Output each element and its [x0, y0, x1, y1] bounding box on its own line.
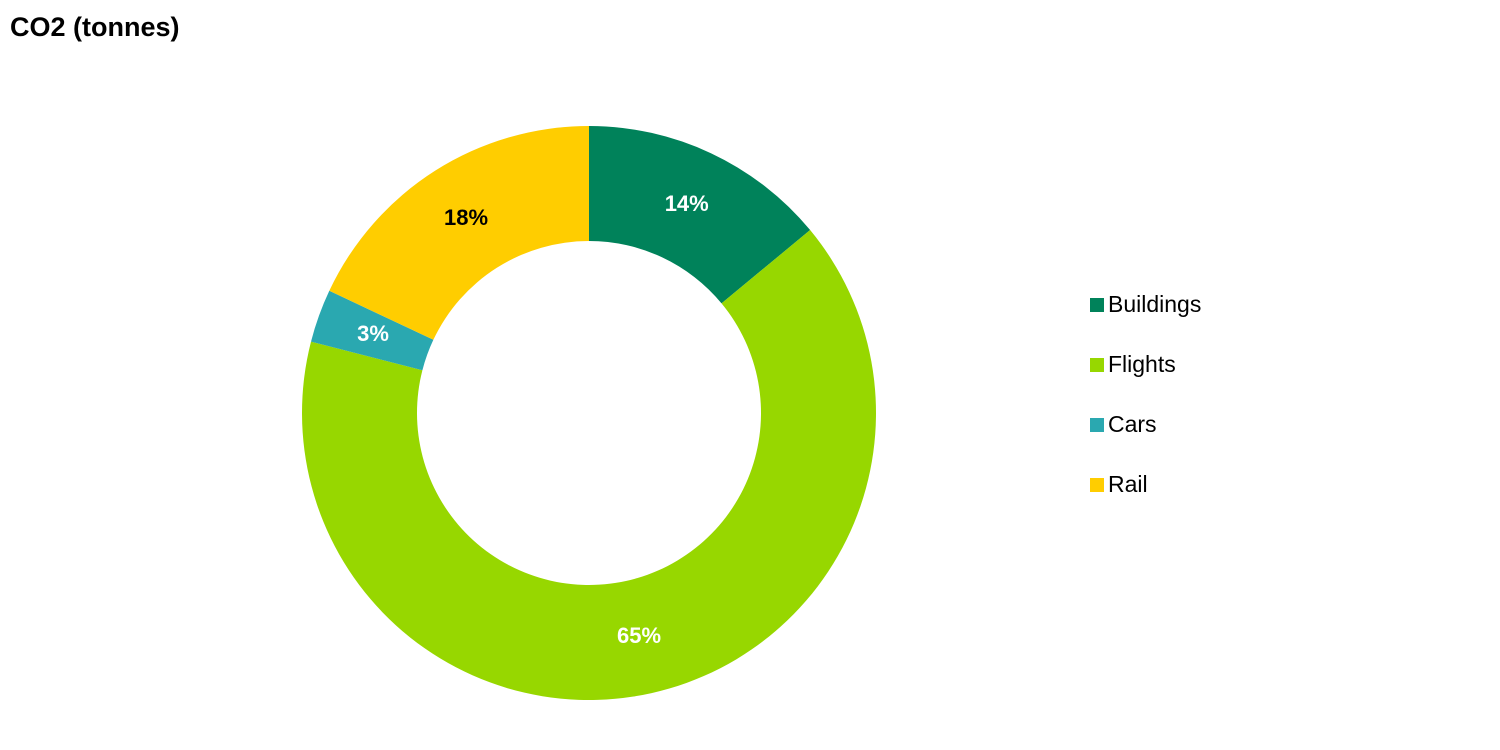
slice-label: 3% [357, 321, 389, 346]
legend-label: Flights [1108, 351, 1176, 377]
chart-title: CO2 (tonnes) [10, 12, 180, 42]
legend-swatch [1090, 298, 1104, 312]
donut-slice [311, 290, 434, 371]
legend-swatch [1090, 358, 1104, 372]
donut-slice [589, 126, 811, 304]
donut-slice [329, 126, 589, 340]
slice-label: 14% [665, 191, 709, 216]
legend-label: Buildings [1108, 291, 1201, 317]
slice-label: 65% [617, 623, 661, 648]
legend-label: Cars [1108, 411, 1157, 437]
legend-swatch [1090, 478, 1104, 492]
donut-slice [302, 230, 876, 700]
slice-label: 18% [444, 205, 488, 230]
legend-label: Rail [1108, 471, 1148, 497]
legend-swatch [1090, 418, 1104, 432]
